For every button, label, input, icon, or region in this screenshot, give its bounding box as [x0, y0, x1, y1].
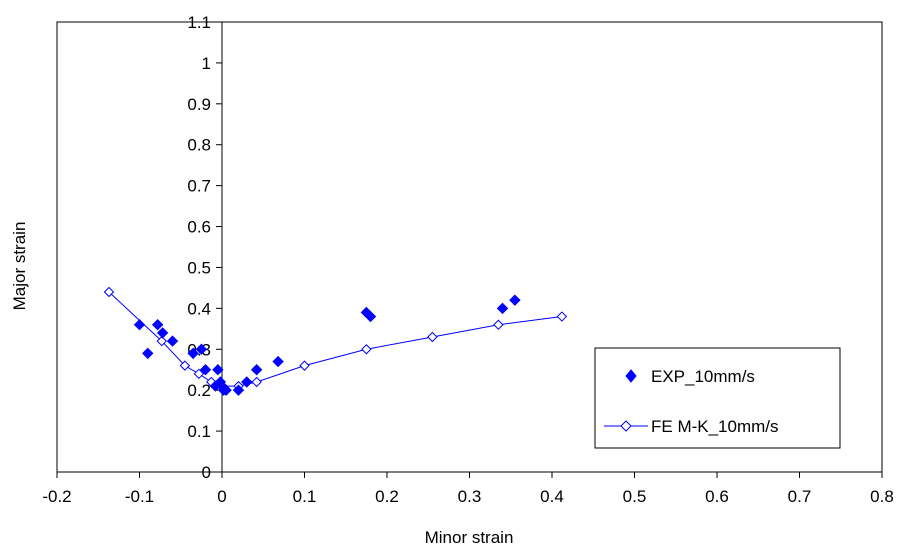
exp-point	[151, 319, 164, 331]
exp-point	[166, 335, 179, 347]
fe-mk-point	[427, 331, 438, 343]
x-axis-title: Minor strain	[425, 528, 514, 547]
x-tick-label: 0.5	[623, 487, 647, 506]
x-tick-label: 0	[217, 487, 226, 506]
exp-point	[250, 364, 263, 376]
fe-mk-point	[156, 335, 167, 347]
fe-mk-point	[361, 344, 372, 355]
exp-point	[195, 343, 208, 355]
y-tick-label: 0.1	[187, 422, 211, 441]
fe-mk-point	[193, 368, 205, 380]
x-tick-label: 0.1	[293, 487, 317, 506]
exp-point	[232, 384, 245, 396]
legend-entry-exp: EXP_10mm/s	[625, 367, 755, 386]
y-tick-label: 0.9	[187, 95, 211, 114]
exp-point	[142, 347, 154, 360]
y-tick-label: 0.5	[187, 258, 211, 277]
y-tick-label: 0.4	[187, 299, 211, 318]
y-tick-label: 0.8	[187, 136, 211, 155]
legend-marker-exp	[625, 369, 637, 383]
exp-point	[220, 384, 232, 396]
legend-entry-fe: FE M-K_10mm/s	[604, 417, 779, 436]
x-tick-label: 0.2	[375, 487, 399, 506]
x-tick-label: 0.8	[870, 487, 894, 506]
exp-point	[272, 355, 284, 368]
x-tick-label: 0.4	[540, 487, 564, 506]
y-tick-label: 0	[202, 463, 211, 482]
y-tick-label: 1	[202, 54, 211, 73]
y-tick-label: 0.6	[187, 218, 211, 237]
exp-point	[133, 319, 146, 331]
exp-point	[364, 310, 377, 323]
legend-label-fe: FE M-K_10mm/s	[651, 417, 779, 436]
x-tick-label: -0.2	[42, 487, 71, 506]
fe-mk-point	[299, 360, 310, 371]
exp-point	[199, 364, 212, 376]
exp-point	[509, 294, 521, 306]
legend-marker-fe	[620, 420, 632, 432]
fe-mk-point	[103, 286, 115, 298]
x-tick-label: 0.6	[705, 487, 729, 506]
x-tick-label: 0.3	[458, 487, 482, 506]
legend: EXP_10mm/s FE M-K_10mm/s	[594, 347, 841, 449]
fe-mk-point	[556, 311, 568, 322]
x-tick-label: 0.7	[788, 487, 812, 506]
y-tick-label: 0.7	[187, 177, 211, 196]
y-tick-label: 1.1	[187, 13, 211, 32]
x-tick-label: -0.1	[125, 487, 154, 506]
fe-mk-point	[493, 319, 504, 330]
exp-point	[241, 376, 253, 388]
exp-point	[496, 302, 509, 315]
y-tick-label: 0.2	[187, 381, 211, 400]
fe-mk-point	[251, 376, 262, 388]
legend-box	[594, 347, 841, 449]
fe-mk-point	[179, 360, 191, 371]
exp-point	[212, 364, 224, 376]
exp-point	[156, 327, 169, 339]
series-exp	[133, 294, 521, 396]
legend-label-exp: EXP_10mm/s	[651, 367, 755, 386]
y-axis-title: Major strain	[10, 222, 29, 311]
exp-point	[187, 347, 199, 360]
